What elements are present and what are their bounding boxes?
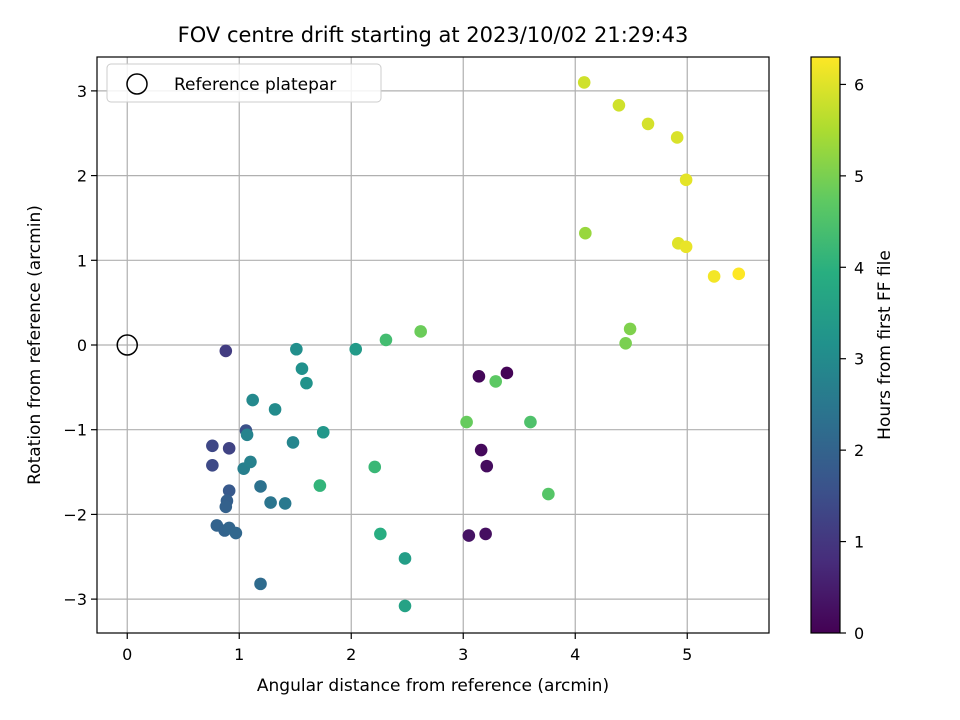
scatter-point [254, 480, 267, 493]
x-tick-label: 4 [570, 645, 580, 664]
scatter-point [577, 76, 591, 89]
x-tick-label: 5 [682, 645, 692, 664]
y-axis-ticks: −3 −2 −1 0 1 2 3 [63, 82, 97, 609]
scatter-point [229, 526, 243, 540]
colorbar [810, 56, 841, 634]
scatter-point [290, 342, 303, 356]
y-tick-label: 1 [77, 251, 87, 270]
scatter-point [414, 325, 427, 338]
scatter-point [679, 173, 693, 187]
colorbar-tick-label: 0 [854, 624, 864, 643]
legend-reference-marker [126, 73, 148, 95]
scatter-point [619, 337, 632, 350]
scatter-point [623, 322, 637, 336]
scatter-point [244, 455, 257, 469]
scatter-point [264, 496, 277, 509]
scatter-point [500, 366, 514, 380]
scatter-point [222, 442, 236, 455]
scatter-point [313, 479, 327, 492]
scatter-point [732, 267, 746, 281]
scatter-point [398, 552, 412, 565]
grid-lines [97, 57, 769, 633]
scatter-point [316, 425, 330, 439]
scatter-point [206, 439, 219, 453]
y-tick-label: 0 [77, 336, 87, 355]
colorbar-tick-label: 3 [854, 350, 864, 369]
scatter-point [462, 529, 476, 542]
colorbar-tick-label: 6 [854, 75, 864, 94]
x-axis-ticks: 0 1 2 3 4 5 [122, 633, 692, 664]
scatter-point [524, 415, 537, 429]
scatter-point [579, 226, 592, 240]
colorbar-tick-label: 2 [854, 441, 864, 460]
scatter-point [300, 376, 313, 390]
scatter-point [489, 375, 503, 388]
scatter-point [542, 487, 555, 501]
scatter-point [222, 484, 236, 497]
x-axis-label: Angular distance from reference (arcmin) [257, 676, 609, 696]
scatter-point [368, 460, 382, 474]
scatter-point [707, 270, 721, 283]
x-tick-label: 1 [234, 645, 244, 664]
chart-title: FOV centre drift starting at 2023/10/02 … [178, 23, 689, 47]
scatter-point [612, 98, 626, 112]
scatter-point [474, 443, 488, 457]
scatter-point [398, 599, 412, 613]
scatter-point [254, 577, 267, 591]
colorbar-tick-label: 1 [854, 533, 864, 552]
scatter-point [278, 497, 292, 510]
scatter-point [379, 333, 393, 347]
y-tick-label: −3 [63, 590, 87, 609]
y-tick-label: −2 [63, 505, 87, 524]
y-tick-label: 3 [77, 82, 87, 101]
scatter-point [460, 415, 473, 429]
reference-platepar-marker [116, 334, 138, 356]
colorbar-tick-label: 5 [854, 167, 864, 186]
y-axis-label: Rotation from reference (arcmin) [25, 205, 45, 485]
scatter-point [286, 436, 300, 449]
scatter-point [679, 240, 693, 254]
scatter-point [479, 527, 492, 541]
legend-box [106, 63, 382, 103]
scatter-point [219, 500, 233, 514]
x-tick-label: 2 [346, 645, 356, 664]
scatter-point [349, 342, 363, 356]
y-tick-label: −1 [63, 421, 87, 440]
x-tick-label: 3 [458, 645, 468, 664]
y-tick-label: 2 [77, 167, 87, 186]
scatter-point [268, 403, 282, 416]
scatter-point [670, 131, 684, 144]
scatter-point [374, 527, 387, 541]
colorbar-label: Hours from first FF file [875, 250, 895, 440]
scatter-point [480, 459, 494, 473]
colorbar-ticks: 0 1 2 3 4 5 6 [840, 75, 864, 643]
scatter-points [116, 76, 746, 613]
scatter-point [240, 428, 254, 442]
scatter-point [295, 362, 309, 376]
colorbar-tick-label: 4 [854, 258, 864, 277]
x-tick-label: 0 [122, 645, 132, 664]
scatter-point [206, 458, 219, 472]
scatter-point [246, 393, 259, 407]
legend-label: Reference platepar [174, 75, 336, 95]
scatter-point [472, 370, 486, 383]
legend: Reference platepar [106, 63, 382, 103]
scatter-point [219, 344, 233, 358]
scatter-point [641, 117, 655, 131]
